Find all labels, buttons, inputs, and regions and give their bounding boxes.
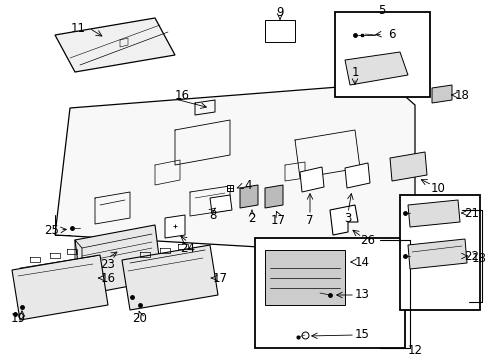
Bar bbox=[334, 12, 429, 97]
Text: 2: 2 bbox=[248, 212, 255, 225]
Text: 15: 15 bbox=[354, 328, 368, 342]
Text: 6: 6 bbox=[387, 27, 395, 41]
Polygon shape bbox=[240, 185, 258, 208]
Polygon shape bbox=[431, 85, 451, 103]
Text: 25: 25 bbox=[44, 224, 60, 237]
Text: 1: 1 bbox=[350, 66, 358, 78]
Polygon shape bbox=[264, 185, 283, 208]
Text: 14: 14 bbox=[354, 256, 369, 269]
Text: 5: 5 bbox=[378, 4, 385, 17]
Text: 16: 16 bbox=[174, 89, 189, 102]
Text: 23: 23 bbox=[101, 258, 115, 271]
Polygon shape bbox=[12, 255, 108, 320]
Polygon shape bbox=[329, 205, 357, 235]
Text: 9: 9 bbox=[276, 5, 283, 18]
Text: 10: 10 bbox=[429, 181, 445, 194]
Bar bbox=[264, 250, 345, 305]
Polygon shape bbox=[55, 18, 175, 72]
Text: 7: 7 bbox=[305, 213, 313, 226]
Text: 22: 22 bbox=[464, 249, 479, 262]
Text: 18: 18 bbox=[454, 89, 468, 102]
Text: 24: 24 bbox=[180, 242, 195, 255]
Text: 19: 19 bbox=[10, 311, 25, 324]
Text: 3: 3 bbox=[344, 212, 351, 225]
Polygon shape bbox=[345, 163, 369, 188]
Polygon shape bbox=[407, 200, 459, 227]
Polygon shape bbox=[209, 195, 231, 213]
Bar bbox=[264, 20, 294, 42]
Polygon shape bbox=[389, 152, 426, 181]
Text: 21: 21 bbox=[464, 207, 479, 220]
Bar bbox=[399, 195, 479, 310]
Polygon shape bbox=[164, 215, 184, 238]
Polygon shape bbox=[345, 52, 407, 85]
Text: 16: 16 bbox=[101, 271, 115, 284]
Polygon shape bbox=[299, 167, 324, 192]
Text: 11: 11 bbox=[70, 22, 85, 35]
Text: 18: 18 bbox=[471, 252, 486, 265]
Polygon shape bbox=[122, 245, 218, 310]
Bar bbox=[254, 238, 404, 348]
Text: 20: 20 bbox=[132, 311, 147, 324]
Text: 17: 17 bbox=[212, 271, 227, 284]
Text: 13: 13 bbox=[354, 288, 368, 302]
Polygon shape bbox=[55, 83, 414, 255]
Text: 12: 12 bbox=[407, 343, 422, 356]
Text: 26: 26 bbox=[360, 234, 375, 247]
Text: 4: 4 bbox=[244, 179, 251, 192]
Polygon shape bbox=[75, 225, 162, 295]
Text: 8: 8 bbox=[209, 208, 216, 221]
Polygon shape bbox=[407, 239, 466, 269]
Text: 17: 17 bbox=[270, 213, 285, 226]
